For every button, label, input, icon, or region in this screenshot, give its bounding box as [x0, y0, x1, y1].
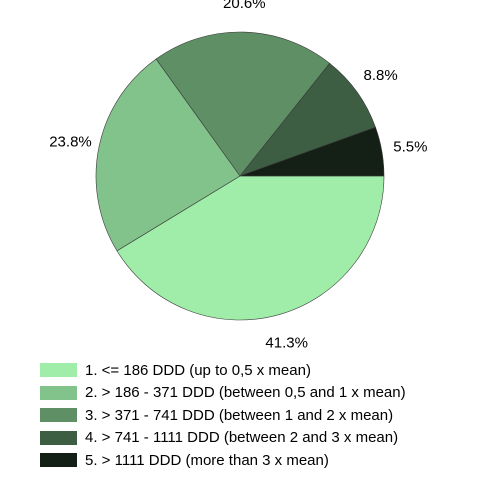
legend-label-4: 4. > 741 - 1111 DDD (between 2 and 3 x m…	[85, 429, 399, 447]
legend-swatch-1	[40, 363, 77, 378]
legend-item-5: 5. > 1111 DDD (more than 3 x mean)	[40, 449, 406, 472]
slice-3-percent-label: 20.6%	[223, 0, 266, 12]
legend-item-4: 4. > 741 - 1111 DDD (between 2 and 3 x m…	[40, 427, 406, 450]
legend-label-3: 3. > 371 - 741 DDD (between 1 and 2 x me…	[85, 406, 394, 424]
legend-label-1: 1. <= 186 DDD (up to 0,5 x mean)	[85, 361, 311, 379]
pie-slice-1	[116, 175, 385, 321]
pie-slice-3	[155, 31, 331, 177]
legend-label-2: 2. > 186 - 371 DDD (between 0,5 and 1 x …	[85, 384, 406, 402]
pie-chart: 41.3% 23.8% 20.6% 8.8% 5.5%	[49, 0, 427, 350]
slice-2-percent-label: 23.8%	[49, 134, 92, 151]
legend-item-3: 3. > 371 - 741 DDD (between 1 and 2 x me…	[40, 404, 406, 427]
legend-item-2: 2. > 186 - 371 DDD (between 0,5 and 1 x …	[40, 382, 406, 405]
pie-slice-5	[239, 126, 385, 177]
slice-1-percent-label: 41.3%	[265, 335, 308, 350]
slice-4-percent-label: 8.8%	[363, 67, 397, 84]
legend-item-1: 1. <= 186 DDD (up to 0,5 x mean)	[40, 359, 406, 382]
legend-swatch-2	[40, 385, 77, 400]
legend-label-5: 5. > 1111 DDD (more than 3 x mean)	[85, 451, 329, 469]
legend-swatch-5	[40, 453, 77, 468]
legend-swatch-4	[40, 430, 77, 445]
slice-5-percent-label: 5.5%	[393, 138, 427, 155]
legend-swatch-3	[40, 408, 77, 423]
pie-slice-2	[95, 58, 241, 252]
legend: 1. <= 186 DDD (up to 0,5 x mean) 2. > 186…	[40, 359, 406, 472]
